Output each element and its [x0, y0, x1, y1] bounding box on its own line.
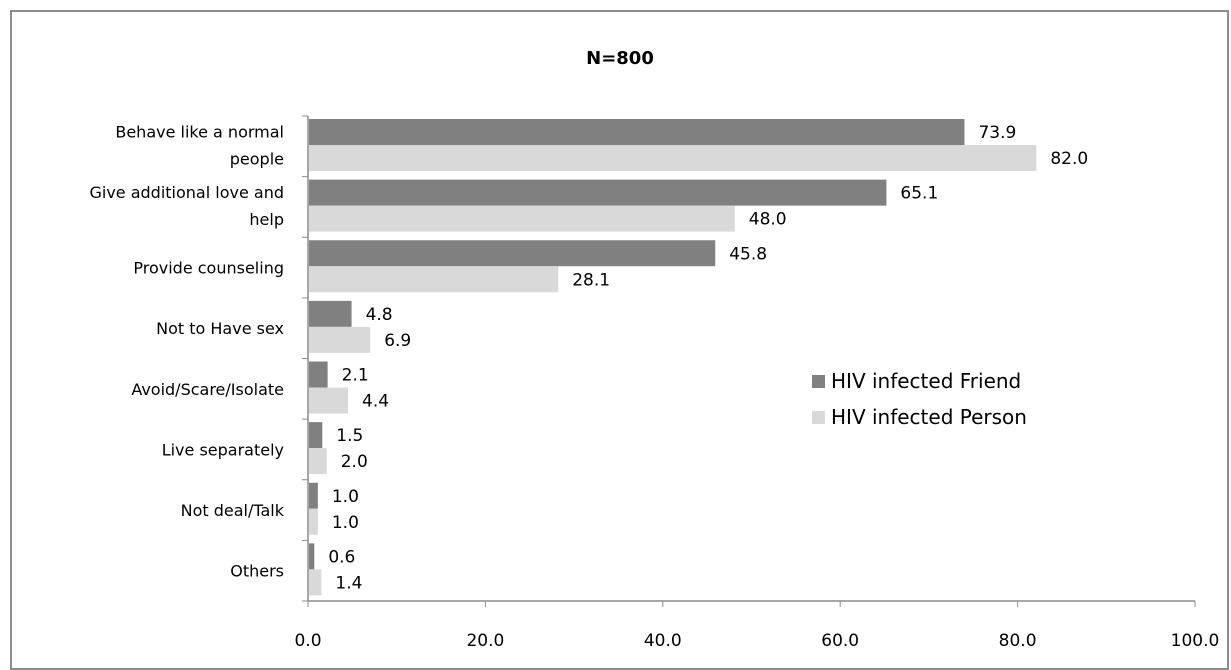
legend-label-0: HIV infected Friend — [831, 369, 1021, 393]
data-label-person-0: 82.0 — [1050, 149, 1088, 169]
bar-person-6 — [309, 508, 318, 535]
bar-friend-0 — [309, 119, 965, 145]
bar-person-0 — [309, 145, 1037, 171]
category-label-2: Provide counseling — [133, 259, 284, 278]
bar-friend-1 — [309, 179, 887, 206]
x-tick-label-1: 20.0 — [466, 631, 504, 651]
chart-title: N=800 — [586, 48, 654, 69]
bar-person-4 — [309, 387, 349, 414]
category-label-0: Behave like a normal people — [115, 122, 284, 168]
data-label-friend-5: 1.5 — [336, 426, 363, 446]
data-label-person-7: 1.4 — [335, 573, 362, 593]
legend-swatch-0 — [812, 375, 825, 388]
x-tick-label-5: 100.0 — [1171, 631, 1220, 651]
data-label-friend-2: 45.8 — [729, 244, 767, 264]
x-tick-label-3: 60.0 — [821, 631, 859, 651]
bar-friend-4 — [309, 361, 328, 388]
data-label-person-4: 4.4 — [362, 392, 389, 412]
bar-friend-6 — [309, 482, 318, 509]
category-label-4: Avoid/Scare/Isolate — [131, 380, 284, 399]
bar-friend-5 — [309, 422, 323, 449]
bars-layer: 73.9 82.0 65.1 48.0 45.8 28.1 4.8 6.9 2.1 4.4 1.5 2… — [309, 119, 1088, 596]
x-tick-label-2: 40.0 — [644, 631, 682, 651]
axis-layer: Behave like a normal people Give additiona… — [89, 115, 1220, 651]
category-label-1: Give additional love and help — [89, 183, 284, 229]
data-label-person-1: 48.0 — [749, 210, 787, 230]
bar-person-2 — [309, 266, 559, 293]
data-label-person-2: 28.1 — [572, 270, 610, 290]
legend: HIV infected Friend HIV infected Person — [812, 369, 1027, 429]
category-label-3: Not to Have sex — [156, 319, 284, 338]
data-label-friend-4: 2.1 — [342, 366, 369, 386]
x-tick-label-4: 80.0 — [999, 631, 1037, 651]
data-label-friend-1: 65.1 — [900, 184, 938, 204]
data-label-friend-0: 73.9 — [978, 123, 1016, 143]
bar-friend-7 — [309, 543, 315, 570]
bar-friend-3 — [309, 300, 352, 327]
data-label-person-5: 2.0 — [341, 452, 368, 472]
bar-person-5 — [309, 448, 327, 475]
bar-person-3 — [309, 326, 371, 353]
category-label-5: Live separately — [162, 440, 284, 459]
bar-person-1 — [309, 205, 735, 232]
bar-person-7 — [309, 569, 322, 596]
category-label-6: Not deal/Talk — [181, 501, 285, 520]
data-label-friend-7: 0.6 — [328, 547, 355, 567]
legend-swatch-1 — [812, 411, 825, 424]
data-label-person-6: 1.0 — [332, 513, 359, 533]
category-label-7: Others — [230, 562, 284, 581]
data-label-person-3: 6.9 — [384, 331, 411, 351]
data-label-friend-6: 1.0 — [332, 487, 359, 507]
bar-friend-2 — [309, 240, 716, 267]
x-tick-label-0: 0.0 — [294, 631, 321, 651]
legend-label-1: HIV infected Person — [831, 405, 1027, 429]
data-label-friend-3: 4.8 — [366, 305, 393, 325]
